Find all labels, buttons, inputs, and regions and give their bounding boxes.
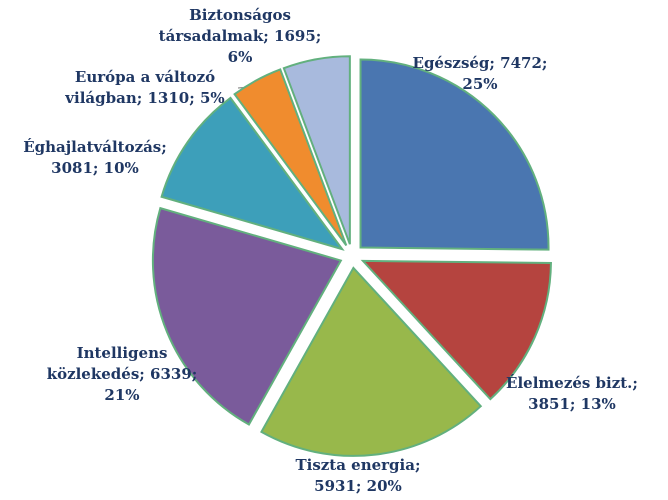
data-label-line: Intelligens [77, 344, 168, 362]
pie-slice [359, 58, 550, 251]
data-label-line: közlekedés; 6339; [47, 365, 198, 383]
data-label-line: Élelmezés bizt.; [506, 374, 638, 392]
data-label: Biztonságos társadalmak; 1695; 6% [159, 6, 322, 66]
pie-slice [160, 96, 345, 251]
data-label-line: társadalmak; 1695; [159, 27, 322, 45]
data-label-line: Éghajlatváltozás; [23, 138, 167, 156]
data-label: Intelligens közlekedés; 6339; 21% [47, 344, 198, 404]
pie-slice [151, 206, 343, 426]
pie-slice [260, 266, 483, 457]
data-label-line: 5931; 20% [314, 477, 402, 495]
data-label: Éghajlatváltozás; 3081; 10% [23, 138, 167, 177]
pie-slice [233, 68, 348, 247]
data-label-line: Biztonságos [189, 6, 291, 24]
data-label: Tiszta energia; 5931; 20% [295, 456, 420, 495]
data-label-line: 3081; 10% [51, 159, 139, 177]
data-label-line: 21% [104, 386, 139, 404]
data-label: Európa a változó világban; 1310; 5% [64, 68, 224, 107]
data-label: Élelmezés bizt.; 3851; 13% [506, 374, 638, 413]
data-label: Egészség; 7472; 25% [413, 54, 548, 93]
data-label-line: Európa a változó [75, 68, 215, 86]
data-label-line: 3851; 13% [528, 395, 616, 413]
pie-slice [360, 259, 552, 401]
data-label-line: Egészség; 7472; [413, 54, 548, 72]
pie-slice [282, 55, 351, 245]
data-label-line: Tiszta energia; [295, 456, 420, 474]
data-label-line: 25% [462, 75, 497, 93]
data-label-line: 6% [228, 48, 253, 66]
data-label-line: világban; 1310; 5% [64, 89, 224, 107]
